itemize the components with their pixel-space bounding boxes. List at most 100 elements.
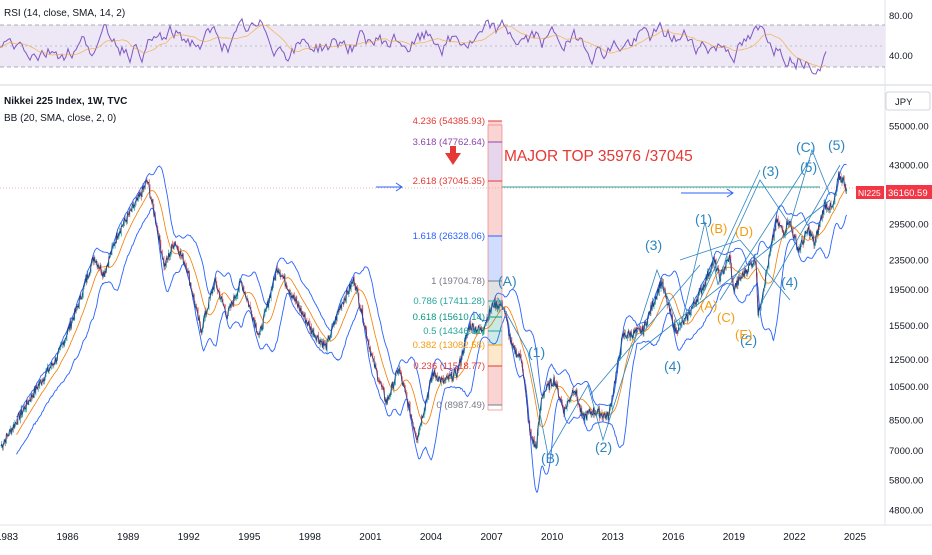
main-pane[interactable]: 4.236 (54385.93) 3.618 (47762.64) 2.618 (3… bbox=[0, 96, 857, 493]
fib-zone bbox=[488, 142, 502, 181]
wave-label: (5) bbox=[800, 159, 817, 175]
wave-label: (3) bbox=[645, 237, 662, 253]
price-tick: 55000.00 bbox=[889, 122, 929, 133]
wave-label: (B) bbox=[541, 450, 560, 466]
time-tick: 1989 bbox=[117, 532, 140, 543]
fib-frame bbox=[487, 124, 503, 411]
price-tick: 10500.00 bbox=[889, 382, 929, 393]
fib-level-label: 0 (8987.49) bbox=[436, 400, 485, 411]
rsi-legend-label: RSI (14, close, SMA, 14, 2) bbox=[4, 8, 125, 19]
major-top-annotation: MAJOR TOP 35976 /37045 bbox=[504, 148, 693, 165]
time-tick: 2013 bbox=[602, 532, 625, 543]
wave-trendline bbox=[739, 239, 791, 301]
wave-trendline bbox=[699, 169, 761, 301]
fib-level-label: 0.236 (11518.77) bbox=[413, 361, 485, 372]
rsi-tick-80: 80.00 bbox=[889, 11, 913, 22]
fib-level-label: 0.382 (13082.58) bbox=[413, 340, 485, 351]
time-tick: 2010 bbox=[541, 532, 564, 543]
fib-zone bbox=[488, 301, 502, 317]
currency-box[interactable] bbox=[885, 91, 931, 111]
rsi-pane[interactable]: RSI (14, close, SMA, 14, 2) 80.00 40.00 bbox=[0, 8, 913, 75]
price-tick: 8500.00 bbox=[889, 416, 923, 427]
rsi-tick-40: 40.00 bbox=[889, 51, 913, 62]
price-tick: 5800.00 bbox=[889, 476, 923, 487]
wave-label: (2) bbox=[595, 439, 612, 455]
time-tick: 2001 bbox=[359, 532, 382, 543]
bollinger-upper-band bbox=[16, 163, 847, 418]
rsi-band bbox=[0, 25, 885, 67]
fib-zone bbox=[488, 317, 502, 331]
wave-label: (D) bbox=[735, 224, 753, 239]
fib-zone bbox=[488, 345, 502, 366]
main-title: Nikkei 225 Index, 1W, TVC bbox=[4, 96, 127, 107]
rsi-ma-line bbox=[0, 24, 827, 68]
wave-label: (B) bbox=[710, 221, 727, 236]
price-badge-text: 36160.59 bbox=[888, 188, 928, 199]
time-tick: 2022 bbox=[783, 532, 806, 543]
time-tick: 2019 bbox=[723, 532, 746, 543]
time-tick: 1986 bbox=[56, 532, 79, 543]
wave-trendline bbox=[497, 148, 831, 457]
wave-label: (A) bbox=[700, 298, 717, 313]
fib-zone bbox=[488, 181, 502, 236]
time-tick: 2007 bbox=[480, 532, 503, 543]
time-tick: 1992 bbox=[178, 532, 201, 543]
wave-trendline bbox=[639, 199, 831, 351]
wave-trendline bbox=[719, 159, 811, 301]
price-badge bbox=[886, 185, 932, 199]
fib-zone bbox=[488, 331, 502, 345]
wave-label: (A) bbox=[498, 273, 517, 289]
time-axis[interactable]: 1983 1986 1989 1992 1995 1998 2001 2004 2007 2010… bbox=[0, 532, 867, 543]
time-tick: 1995 bbox=[238, 532, 261, 543]
fib-level-label: 1.618 (26328.06) bbox=[413, 231, 485, 242]
fib-level-label: 4.236 (54385.93) bbox=[413, 116, 485, 127]
fib-zone bbox=[488, 236, 502, 281]
price-axis[interactable]: JPY NI225 36160.59 55000.00 43000.00 29500… bbox=[856, 91, 932, 517]
wave-label: (5) bbox=[828, 137, 845, 153]
wave-trendline bbox=[679, 239, 741, 261]
fib-zone bbox=[488, 281, 502, 301]
bollinger-basis bbox=[16, 187, 847, 435]
price-tick: 7000.00 bbox=[889, 446, 923, 457]
wave-label: (1) bbox=[695, 211, 712, 227]
fib-tool[interactable]: 4.236 (54385.93) 3.618 (47762.64) 2.618 (3… bbox=[413, 116, 503, 411]
wave-label: (1) bbox=[528, 344, 545, 360]
fib-level-label: 2.618 (37045.35) bbox=[413, 176, 485, 187]
wave-label: (C) bbox=[717, 310, 735, 325]
price-tick: 29500.00 bbox=[889, 220, 929, 231]
price-line bbox=[0, 171, 847, 450]
price-tick: 23500.00 bbox=[889, 255, 929, 266]
wave-label: (E) bbox=[735, 327, 752, 342]
time-tick: 1998 bbox=[299, 532, 322, 543]
arrow-down-icon bbox=[445, 146, 461, 165]
time-tick: 1983 bbox=[0, 532, 19, 543]
price-tick: 12500.00 bbox=[889, 355, 929, 366]
wave-label: (3) bbox=[762, 163, 779, 179]
arrow-right-icon bbox=[376, 182, 403, 192]
wave-trendline bbox=[759, 164, 841, 306]
fib-zone bbox=[488, 121, 502, 142]
time-tick: 2025 bbox=[844, 532, 867, 543]
wave-trendline bbox=[589, 264, 701, 396]
fib-level-label: 0.5 (14346.51) bbox=[423, 326, 485, 337]
wave-label: (C) bbox=[796, 139, 815, 155]
fib-level-label: 1 (19704.78) bbox=[431, 276, 485, 287]
fib-level-label: 3.618 (47762.64) bbox=[413, 137, 485, 148]
price-tick: 15500.00 bbox=[889, 321, 929, 332]
symbol-badge bbox=[856, 186, 884, 199]
price-tick: 43000.00 bbox=[889, 160, 929, 171]
price-tick: 19500.00 bbox=[889, 285, 929, 296]
price-tick: 4800.00 bbox=[889, 506, 923, 517]
symbol-badge-text: NI225 bbox=[858, 188, 881, 198]
arrow-right-icon bbox=[681, 188, 734, 198]
bb-legend-label: BB (20, SMA, close, 2, 0) bbox=[4, 113, 116, 124]
time-tick: 2016 bbox=[662, 532, 685, 543]
wave-trendlines bbox=[497, 148, 841, 457]
currency-label: JPY bbox=[895, 97, 913, 108]
wave-label: (4) bbox=[781, 274, 798, 290]
fib-zone bbox=[488, 366, 502, 405]
fib-level-label: 0.786 (17411.28) bbox=[413, 296, 485, 307]
